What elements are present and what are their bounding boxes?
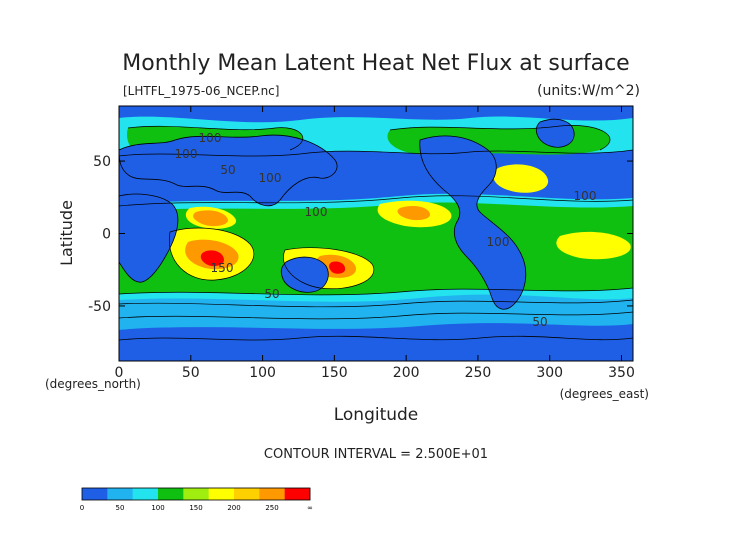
colorbar-label: 100: [151, 504, 164, 512]
x-tick-label: 50: [182, 365, 200, 381]
contour-value-label: 150: [211, 261, 234, 275]
y-tick-label: 0: [102, 227, 111, 243]
contour-value-label: 100: [259, 171, 282, 185]
y-axis-ticks: -50 0 50: [88, 154, 633, 315]
units-label: (units:W/m^2): [537, 83, 640, 99]
colorbar-label: 50: [116, 504, 125, 512]
colorbar: 0 50 100 150 200 250 ∞: [80, 487, 313, 512]
colorbar-label: 0: [80, 504, 84, 512]
x-axis-label: Longitude: [334, 405, 419, 425]
x-tick-label: 100: [249, 365, 276, 381]
file-label: [LHTFL_1975-06_NCEP.nc]: [123, 84, 279, 98]
colorbar-swatch: [183, 488, 209, 500]
contour-value-label: 100: [199, 131, 222, 145]
colorbar-label: 250: [265, 504, 278, 512]
colorbar-swatch: [132, 488, 159, 500]
y-axis-label: Latitude: [57, 200, 76, 266]
colorbar-swatch: [259, 488, 285, 500]
land-australia: [280, 256, 329, 293]
colorbar-swatch: [208, 488, 235, 500]
y-tick-label: -50: [88, 299, 111, 315]
x-tick-label: 300: [536, 365, 563, 381]
yellow-east: [556, 231, 631, 260]
chart-title: Monthly Mean Latent Heat Net Flux at sur…: [122, 51, 629, 76]
orange-central: [397, 206, 431, 221]
land-eurasia: [119, 134, 338, 207]
contour-value-label: 50: [264, 287, 279, 301]
contour-value-label: 100: [487, 235, 510, 249]
colorbar-swatch: [158, 488, 184, 500]
x-axis-ticks: 0 50 100 150 200 250 300 350: [115, 106, 635, 381]
contour-value-label: 50: [532, 315, 547, 329]
x-tick-label: 250: [465, 365, 492, 381]
contour-lines: [119, 125, 633, 320]
colorbar-swatch: [234, 488, 260, 500]
contour-value-label: 100: [574, 189, 597, 203]
southern-ocean: [119, 323, 633, 361]
y-tick-label: 50: [93, 154, 111, 170]
yellow-atlantic: [493, 164, 549, 193]
land-greenland: [536, 118, 575, 148]
y-unit-label: (degrees_north): [45, 377, 141, 391]
colorbar-label: ∞: [307, 504, 313, 512]
antarctic-edge: [119, 335, 633, 341]
colorbar-swatch: [82, 488, 108, 500]
x-unit-label: (degrees_east): [560, 387, 649, 401]
colorbar-border: [81, 487, 311, 501]
contour-interval: CONTOUR INTERVAL = 2.500E+01: [264, 447, 488, 462]
red-indian: [200, 250, 224, 267]
contour-value-label: 100: [305, 205, 328, 219]
red-pacific: [329, 261, 346, 274]
colorbar-swatch: [284, 488, 311, 500]
colorbar-swatch: [107, 488, 133, 500]
x-tick-label: 200: [393, 365, 420, 381]
colorbar-label: 150: [189, 504, 202, 512]
orange-north-indian: [193, 210, 228, 227]
x-tick-label: 150: [321, 365, 348, 381]
x-tick-label: 350: [608, 365, 635, 381]
x-tick-label: 0: [115, 365, 124, 381]
contour-value-label: 50: [220, 163, 235, 177]
contour-value-label: 100: [175, 147, 198, 161]
heat-field: [119, 106, 633, 361]
colorbar-label: 200: [227, 504, 240, 512]
